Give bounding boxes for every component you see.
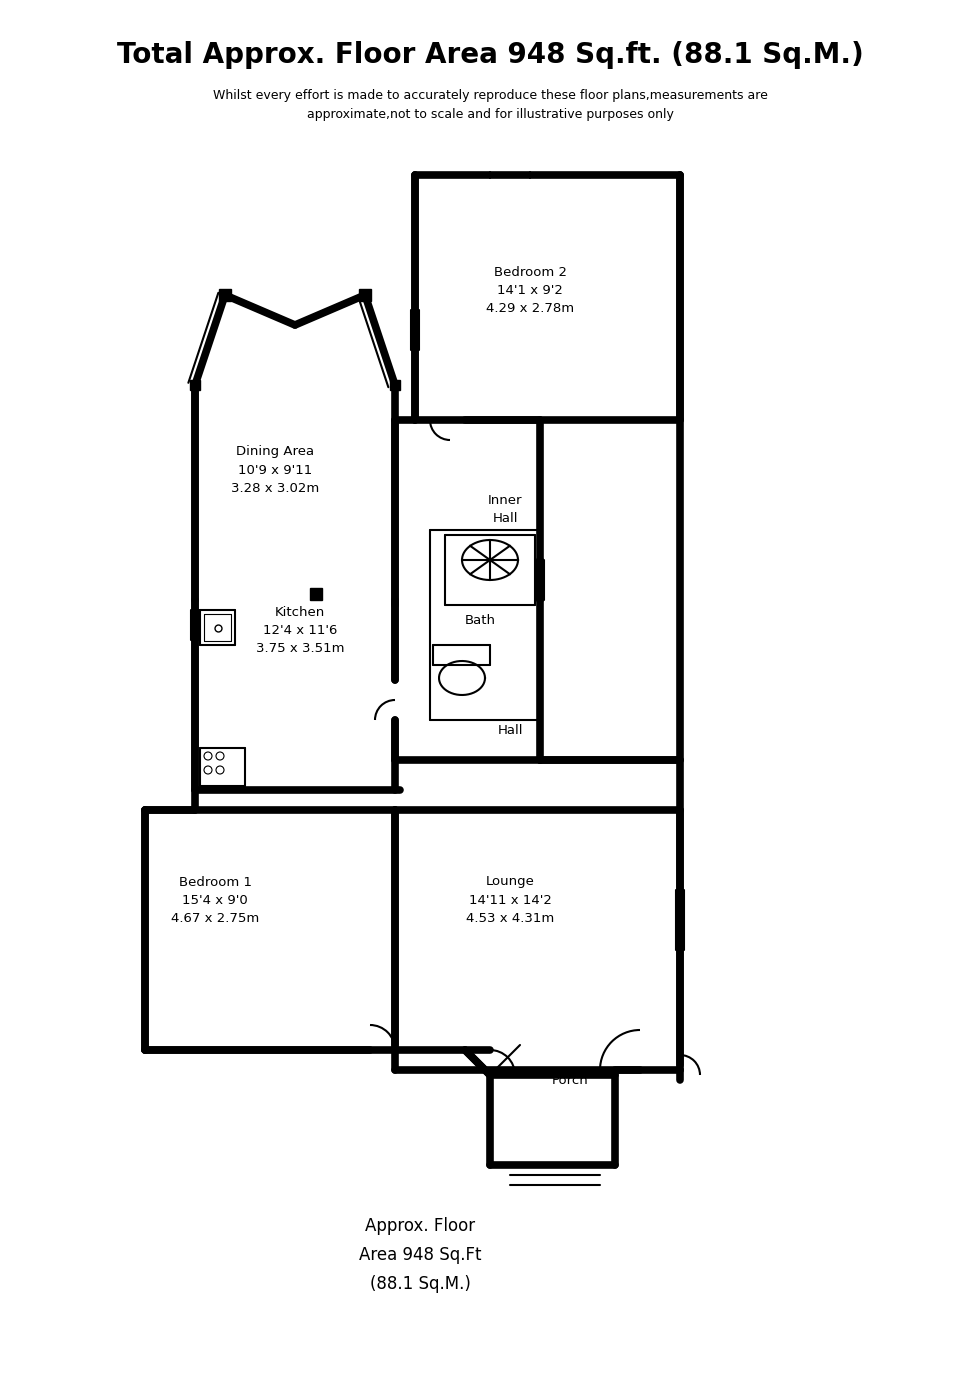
Text: Bedroom 2
14'1 x 9'2
4.29 x 2.78m: Bedroom 2 14'1 x 9'2 4.29 x 2.78m [486,266,574,315]
Text: Total Approx. Floor Area 948 Sq.ft. (88.1 Sq.M.): Total Approx. Floor Area 948 Sq.ft. (88.… [117,42,863,69]
Text: Kitchen
12'4 x 11'6
3.75 x 3.51m: Kitchen 12'4 x 11'6 3.75 x 3.51m [256,606,344,654]
Text: Lounge
14'11 x 14'2
4.53 x 4.31m: Lounge 14'11 x 14'2 4.53 x 4.31m [466,876,554,924]
Polygon shape [359,290,371,301]
Polygon shape [310,588,322,600]
Polygon shape [219,290,231,301]
Polygon shape [390,380,400,389]
Text: Dining Area
10'9 x 9'11
3.28 x 3.02m: Dining Area 10'9 x 9'11 3.28 x 3.02m [231,445,319,495]
Text: Inner
Hall: Inner Hall [488,495,522,525]
Text: Hall: Hall [497,723,522,736]
Polygon shape [190,380,200,389]
Text: Bath: Bath [465,614,496,626]
Text: Whilst every effort is made to accurately reproduce these floor plans,measuremen: Whilst every effort is made to accuratel… [213,89,767,121]
Text: Bedroom 1
15'4 x 9'0
4.67 x 2.75m: Bedroom 1 15'4 x 9'0 4.67 x 2.75m [171,876,259,924]
Text: Approx. Floor
Area 948 Sq.Ft
(88.1 Sq.M.): Approx. Floor Area 948 Sq.Ft (88.1 Sq.M.… [359,1217,481,1293]
Text: Porch: Porch [552,1074,588,1087]
